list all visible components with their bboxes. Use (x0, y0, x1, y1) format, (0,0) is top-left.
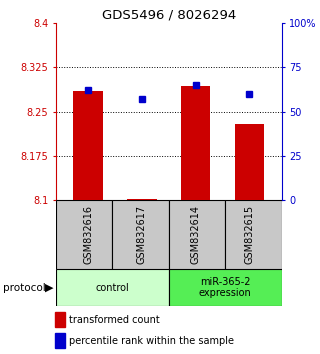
Bar (127, 199, 157, 200)
Bar (169, 200, 225, 269)
Bar (225, 200, 282, 269)
Bar (55, 312, 65, 327)
Text: GSM832617: GSM832617 (137, 205, 147, 264)
Text: transformed count: transformed count (69, 315, 160, 325)
Title: GDS5496 / 8026294: GDS5496 / 8026294 (102, 9, 236, 22)
Bar (235, 125, 264, 200)
Bar (181, 86, 211, 200)
Bar (169, 269, 282, 306)
Bar (112, 200, 169, 269)
Bar (55, 333, 65, 348)
Bar (74, 91, 103, 200)
Text: GSM832614: GSM832614 (191, 205, 201, 264)
Text: ▶: ▶ (45, 282, 53, 293)
Text: GSM832616: GSM832616 (83, 205, 93, 264)
Text: percentile rank within the sample: percentile rank within the sample (69, 336, 234, 346)
Bar (56, 269, 169, 306)
Text: control: control (96, 282, 129, 293)
Text: miR-365-2
expression: miR-365-2 expression (199, 277, 252, 298)
Text: GSM832615: GSM832615 (244, 205, 254, 264)
Bar (56, 200, 112, 269)
Text: protocol: protocol (3, 282, 46, 293)
